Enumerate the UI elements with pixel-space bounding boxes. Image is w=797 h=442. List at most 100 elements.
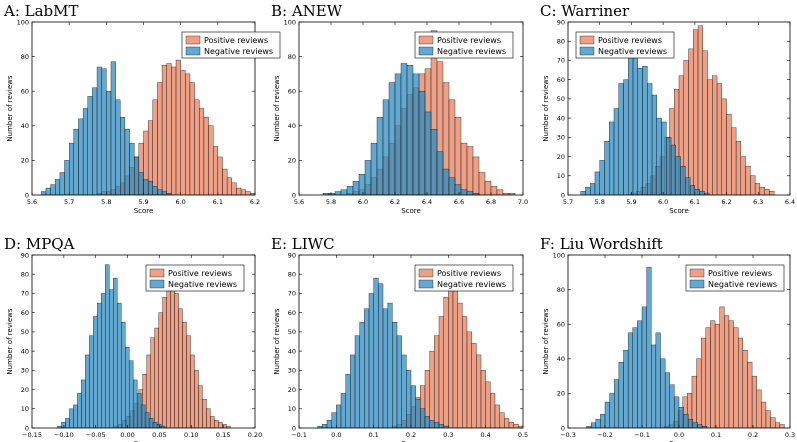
- positive-bar: [770, 417, 776, 428]
- x-tick-label: 6.3: [753, 198, 763, 206]
- y-tick-label: 100: [17, 18, 29, 26]
- y-tick-label: 40: [557, 114, 565, 122]
- legend: Positive reviews Negative reviews: [414, 264, 514, 292]
- positive-bar: [472, 156, 480, 195]
- x-tick-label: 6.4: [422, 198, 432, 206]
- positive-bar: [485, 381, 491, 428]
- legend: Positive reviews Negative reviews: [575, 31, 675, 59]
- negative-bar: [618, 83, 624, 195]
- panel-4: D: MPQA −0.15 −0.10 −0.05 0.00 0.05 0.10 0.15 0.…: [4, 235, 262, 442]
- axes-frame: [567, 21, 791, 196]
- negative-bar: [627, 332, 633, 428]
- x-tick-label: −0.10: [54, 431, 74, 439]
- negative-bar: [424, 416, 430, 428]
- y-tick-label: 90: [288, 251, 296, 259]
- negative-bar: [120, 116, 126, 195]
- negative-bar: [646, 266, 652, 428]
- legend-swatch-positive: [579, 35, 595, 45]
- positive-bar: [742, 349, 748, 428]
- y-axis-label: Number of reviews: [542, 308, 550, 374]
- x-tick-label: 6.2: [250, 198, 260, 206]
- positive-bar: [476, 354, 482, 428]
- positive-bar: [728, 320, 734, 428]
- negative-bar: [661, 121, 667, 195]
- negative-bar: [73, 129, 79, 195]
- negative-bar: [590, 183, 596, 195]
- x-tick-label: 5.8: [326, 198, 336, 206]
- positive-bar: [226, 177, 232, 195]
- negative-bar: [336, 404, 342, 428]
- positive-bar: [189, 82, 195, 195]
- legend-swatch-negative: [185, 46, 201, 56]
- positive-bar: [707, 79, 713, 195]
- positive-bar: [747, 362, 753, 428]
- positive-bar: [240, 189, 246, 195]
- positive-bar: [726, 114, 732, 195]
- x-axis-label: Score: [134, 207, 154, 215]
- panel-title: B: ANEW: [271, 2, 343, 20]
- x-tick-label: 5.6: [294, 198, 304, 206]
- positive-bar: [701, 337, 707, 428]
- negative-bar: [442, 168, 450, 195]
- y-tick-label: 10: [557, 172, 565, 180]
- negative-bar: [78, 118, 84, 195]
- positive-bar: [765, 410, 771, 428]
- positive-bar: [745, 165, 751, 195]
- positive-bar: [213, 146, 219, 195]
- y-tick-label: 60: [288, 88, 296, 96]
- negative-bar: [97, 302, 102, 428]
- negative-bar: [152, 186, 158, 195]
- legend-label-negative: Negative reviews: [204, 47, 273, 56]
- positive-bar: [254, 193, 255, 195]
- x-axis-label: Score: [669, 207, 689, 215]
- positive-bar: [716, 83, 722, 195]
- axes-frame: [31, 254, 256, 429]
- y-tick-label: 30: [21, 367, 29, 375]
- x-tick-label: 5.7: [64, 198, 74, 206]
- negative-bar: [92, 87, 98, 195]
- negative-bar: [656, 117, 662, 195]
- negative-bar: [424, 111, 432, 195]
- positive-bar: [508, 193, 516, 195]
- negative-bar: [110, 61, 116, 195]
- negative-bar: [609, 121, 615, 195]
- y-tick-label: 80: [288, 271, 296, 279]
- negative-bar: [352, 180, 360, 195]
- negative-bar: [378, 283, 384, 428]
- positive-bar: [504, 418, 510, 428]
- positive-bar: [775, 422, 781, 428]
- positive-bar: [206, 408, 211, 428]
- positive-bar: [462, 316, 468, 428]
- positive-bar: [460, 142, 468, 195]
- negative-bar: [340, 189, 348, 195]
- positive-bar: [157, 82, 163, 195]
- positive-bar: [210, 416, 215, 428]
- legend-label-positive: Positive reviews: [168, 269, 232, 278]
- positive-bar: [731, 127, 737, 195]
- positive-bar: [166, 63, 172, 195]
- panel-title: C: Warriner: [540, 2, 630, 20]
- legend: Positive reviews Negative reviews: [145, 264, 245, 292]
- negative-bar: [124, 129, 130, 195]
- x-tick-label: 5.6: [27, 198, 37, 206]
- negative-bar: [364, 308, 370, 428]
- negative-bar: [412, 73, 420, 195]
- x-tick-label: 6.8: [486, 198, 496, 206]
- negative-bar: [368, 293, 374, 428]
- x-tick-label: 0.1: [711, 431, 721, 439]
- y-tick-label: 80: [557, 38, 565, 46]
- negative-bar: [68, 142, 74, 195]
- y-tick-label: 60: [557, 76, 565, 84]
- panel-5: E: LIWC −0.1 0.0 0.1 0.2 0.3 0.4 0.5 0 10 20 30 40 50…: [271, 235, 528, 442]
- positive-bar: [764, 189, 770, 195]
- negative-bar: [64, 160, 70, 195]
- negative-bar: [623, 79, 629, 195]
- positive-bar: [733, 327, 739, 428]
- positive-bar: [466, 331, 472, 428]
- positive-bar: [480, 370, 486, 428]
- negative-bar: [651, 344, 657, 428]
- positive-bar: [175, 59, 181, 195]
- positive-bar: [162, 297, 167, 428]
- negative-bar: [96, 66, 102, 195]
- negative-bar: [59, 172, 65, 195]
